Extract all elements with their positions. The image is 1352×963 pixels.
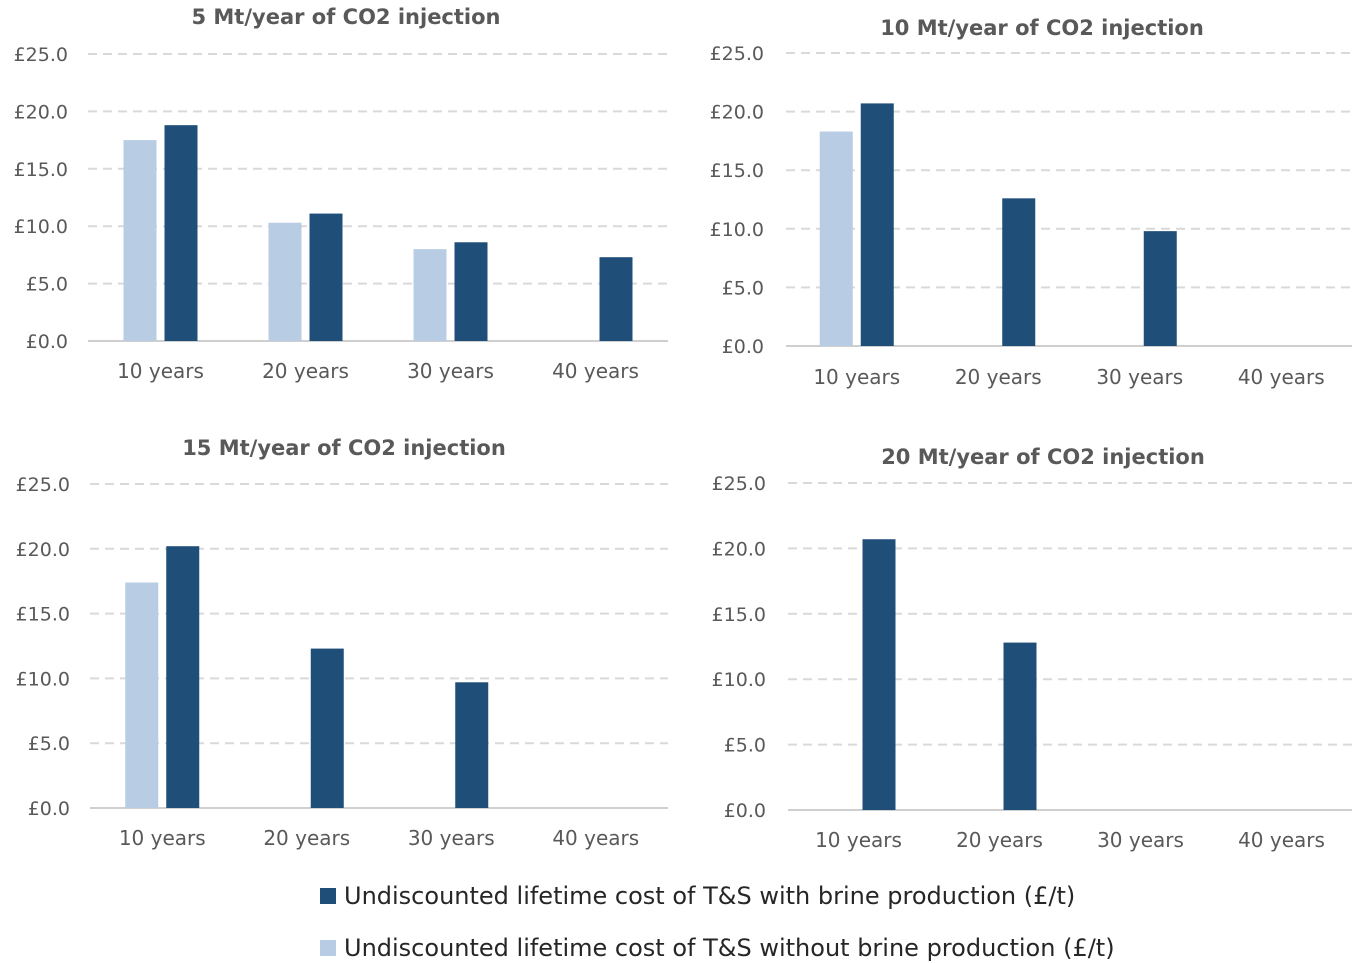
x-tick-label: 30 years	[407, 359, 494, 383]
bar-without-brine	[125, 582, 159, 808]
x-tick-label: 20 years	[956, 828, 1043, 852]
y-tick-label: £5.0	[724, 735, 766, 757]
y-tick-label: £5.0	[28, 733, 70, 755]
bar-without-brine	[413, 249, 447, 341]
x-tick-label: 10 years	[119, 826, 206, 850]
bar-with-brine	[454, 242, 488, 341]
bar-with-brine	[455, 682, 489, 808]
bar-with-brine	[1143, 231, 1177, 346]
y-tick-label: £10.0	[712, 669, 766, 691]
bar-with-brine	[310, 648, 344, 808]
x-tick-label: 10 years	[117, 359, 204, 383]
y-tick-label: £0.0	[28, 798, 70, 820]
y-tick-label: £15.0	[712, 604, 766, 626]
x-tick-label: 40 years	[1238, 828, 1325, 852]
x-tick-label: 20 years	[263, 826, 350, 850]
bar-with-brine	[862, 539, 896, 810]
y-tick-label: £5.0	[26, 274, 68, 296]
x-tick-label: 40 years	[552, 359, 639, 383]
legend-item-without-brine: Undiscounted lifetime cost of T&S withou…	[320, 934, 1115, 962]
legend-swatch-without-brine	[320, 940, 336, 956]
y-tick-label: £20.0	[710, 102, 764, 124]
y-tick-label: £0.0	[26, 331, 68, 353]
bar-with-brine	[599, 257, 633, 341]
x-tick-label: 40 years	[1238, 365, 1325, 389]
y-tick-label: £15.0	[16, 604, 70, 626]
y-tick-label: £10.0	[16, 668, 70, 690]
y-tick-label: £20.0	[14, 101, 68, 123]
x-tick-label: 30 years	[1096, 365, 1183, 389]
y-tick-label: £10.0	[14, 216, 68, 238]
bar-with-brine	[1003, 642, 1037, 810]
legend-label-without-brine: Undiscounted lifetime cost of T&S withou…	[344, 934, 1115, 962]
bar-with-brine	[164, 125, 198, 342]
y-tick-label: £20.0	[712, 538, 766, 560]
x-tick-label: 30 years	[408, 826, 495, 850]
y-tick-label: £10.0	[710, 219, 764, 241]
y-tick-label: £0.0	[724, 800, 766, 822]
bar-with-brine	[860, 103, 894, 347]
y-tick-label: £20.0	[16, 539, 70, 561]
bar-with-brine	[1002, 198, 1036, 346]
bar-without-brine	[819, 131, 853, 346]
chart-title: 20 Mt/year of CO2 injection	[881, 445, 1205, 469]
x-tick-label: 20 years	[262, 359, 349, 383]
x-tick-label: 20 years	[955, 365, 1042, 389]
y-tick-label: £5.0	[722, 277, 764, 299]
x-tick-label: 30 years	[1097, 828, 1184, 852]
y-tick-label: £15.0	[710, 160, 764, 182]
bar-with-brine	[166, 546, 200, 808]
y-tick-label: £0.0	[722, 336, 764, 358]
legend-swatch-with-brine	[320, 888, 336, 904]
chart-title: 15 Mt/year of CO2 injection	[182, 436, 506, 460]
bar-without-brine	[123, 140, 157, 341]
bar-without-brine	[268, 222, 302, 341]
y-tick-label: £25.0	[710, 43, 764, 65]
y-tick-label: £15.0	[14, 159, 68, 181]
x-tick-label: 10 years	[813, 365, 900, 389]
charts-canvas: 5 Mt/year of CO2 injection £0.0 £5.0 £10.0 £…	[14, 5, 1352, 852]
y-tick-label: £25.0	[14, 44, 68, 66]
x-tick-label: 40 years	[552, 826, 639, 850]
y-tick-label: £25.0	[16, 474, 70, 496]
chart-title: 5 Mt/year of CO2 injection	[191, 5, 500, 29]
legend-label-with-brine: Undiscounted lifetime cost of T&S with b…	[344, 882, 1076, 910]
legend-item-with-brine: Undiscounted lifetime cost of T&S with b…	[320, 882, 1075, 910]
y-tick-label: £25.0	[712, 473, 766, 495]
x-tick-label: 10 years	[815, 828, 902, 852]
bar-with-brine	[309, 213, 343, 341]
chart-title: 10 Mt/year of CO2 injection	[880, 16, 1204, 40]
